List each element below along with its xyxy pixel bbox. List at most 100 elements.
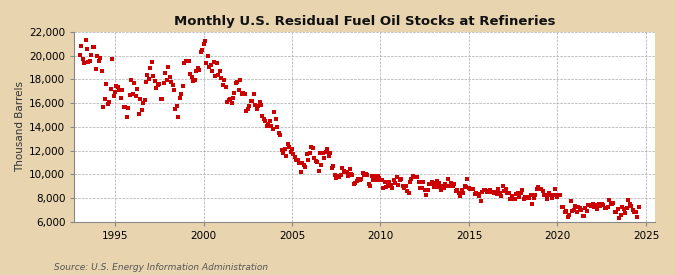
Point [300, 165, 310, 170]
Point [219, 78, 230, 82]
Point [296, 169, 306, 174]
Point [216, 75, 227, 80]
Point [328, 164, 339, 168]
Point [598, 203, 609, 207]
Point [452, 188, 462, 192]
Point [200, 39, 211, 43]
Point [153, 82, 163, 87]
Point [499, 189, 510, 193]
Point [310, 159, 321, 164]
Point [217, 82, 228, 87]
Point [384, 180, 395, 184]
Point [500, 187, 511, 191]
Point [322, 147, 333, 152]
Point [145, 65, 156, 70]
Point [514, 194, 524, 199]
Point [392, 175, 402, 180]
Point [424, 182, 435, 186]
Point [114, 87, 125, 92]
Point [632, 214, 643, 219]
Point [580, 206, 591, 210]
Point [275, 133, 286, 137]
Point [319, 156, 330, 161]
Point [195, 50, 206, 54]
Point [259, 117, 269, 122]
Point [133, 112, 144, 116]
Point [601, 206, 612, 211]
Point [479, 188, 489, 192]
Point [491, 192, 502, 196]
Point [616, 213, 626, 218]
Y-axis label: Thousand Barrels: Thousand Barrels [15, 81, 25, 172]
Point [363, 182, 374, 186]
Point [560, 210, 570, 214]
Point [610, 210, 620, 214]
Point [179, 61, 190, 66]
Point [536, 187, 547, 191]
Point [593, 201, 604, 206]
Point [480, 188, 491, 192]
Point [341, 170, 352, 174]
Point [402, 189, 412, 193]
Point [170, 107, 181, 111]
Point [603, 198, 614, 202]
Point [236, 92, 247, 97]
Point [332, 174, 343, 178]
Point [201, 61, 212, 65]
Point [167, 82, 178, 87]
Point [238, 91, 248, 95]
Point [545, 193, 556, 197]
Point [602, 204, 613, 209]
Point [272, 125, 283, 129]
Point [605, 200, 616, 205]
Point [423, 188, 433, 192]
Point [306, 144, 317, 149]
Point [455, 194, 466, 198]
Point [506, 194, 517, 199]
Point [182, 59, 192, 64]
Point [198, 42, 209, 46]
Point [554, 193, 564, 198]
Point [186, 75, 197, 80]
Point [462, 177, 473, 182]
Point [223, 98, 234, 102]
Point [460, 185, 471, 189]
Point [80, 38, 91, 43]
Point [164, 75, 175, 79]
Point [443, 177, 454, 182]
Point [240, 92, 250, 97]
Point [459, 184, 470, 188]
Point [113, 85, 124, 90]
Point [142, 73, 153, 77]
Point [439, 186, 450, 190]
Point [266, 124, 277, 128]
Point [495, 191, 506, 196]
Point [303, 158, 314, 162]
Point [128, 92, 138, 96]
Point [269, 109, 279, 114]
Point [571, 210, 582, 214]
Point [192, 66, 203, 70]
Point [626, 204, 637, 208]
Point [627, 208, 638, 212]
Point [169, 88, 180, 92]
Point [247, 99, 258, 103]
Point [399, 186, 410, 190]
Point [354, 177, 365, 182]
Point [254, 100, 265, 104]
Point [250, 103, 261, 108]
Point [448, 184, 458, 188]
Point [562, 215, 573, 219]
Point [185, 72, 196, 76]
Point [570, 204, 580, 208]
Point [522, 195, 533, 199]
Point [98, 105, 109, 109]
Point [509, 197, 520, 202]
Point [379, 180, 390, 184]
Point [592, 207, 603, 211]
Point [261, 123, 272, 128]
Point [154, 82, 165, 87]
Point [120, 105, 131, 109]
Point [518, 196, 529, 201]
Point [567, 209, 578, 213]
